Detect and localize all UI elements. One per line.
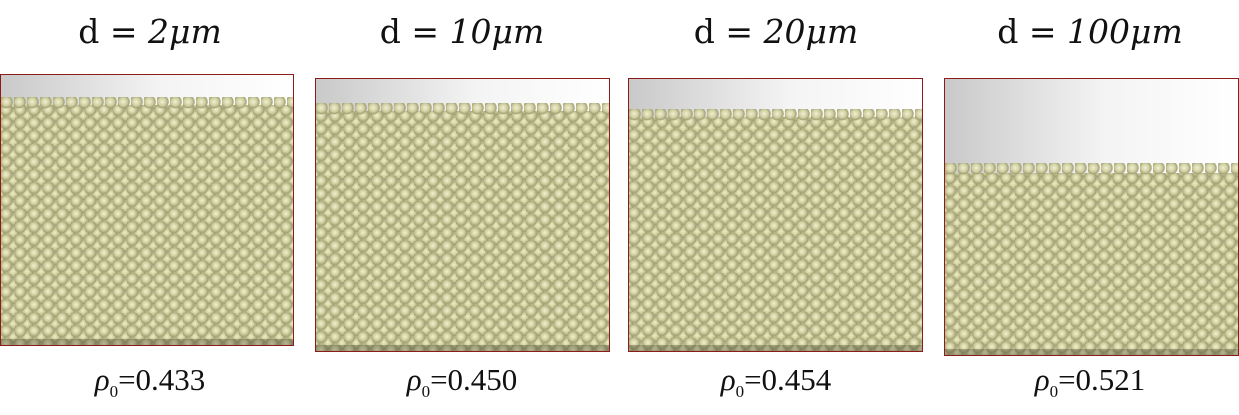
bed-base xyxy=(316,345,609,351)
density-subscript: 0 xyxy=(735,382,745,401)
particle-container xyxy=(628,78,923,352)
density-value: =0.454 xyxy=(744,362,832,397)
particle-container xyxy=(944,78,1239,356)
density-subscript: 0 xyxy=(421,382,431,401)
bed-base xyxy=(1,339,293,345)
particle-surface xyxy=(629,109,922,123)
panel-d100: d = 100μm ρ0=0.521 xyxy=(940,0,1239,415)
particle-bed xyxy=(629,117,922,351)
particle-surface xyxy=(945,163,1238,177)
density-symbol: ρ xyxy=(94,362,110,397)
panel-title: d = 20μm xyxy=(626,12,926,51)
packing-density-label: ρ0=0.454 xyxy=(626,362,926,402)
density-value: =0.521 xyxy=(1058,362,1146,397)
packing-density-label: ρ0=0.450 xyxy=(312,362,612,402)
particle-surface xyxy=(316,103,609,117)
density-symbol: ρ xyxy=(1034,362,1050,397)
bed-base xyxy=(945,349,1238,355)
particle-container xyxy=(315,78,610,352)
panel-d20: d = 20μm ρ0=0.454 xyxy=(626,0,926,415)
density-subscript: 0 xyxy=(109,382,119,401)
title-prefix: d = xyxy=(997,12,1068,51)
particle-container xyxy=(0,74,294,346)
density-subscript: 0 xyxy=(1049,382,1059,401)
density-value: =0.450 xyxy=(430,362,518,397)
panel-d10: d = 10μm ρ0=0.450 xyxy=(312,0,612,415)
panel-title: d = 2μm xyxy=(0,12,300,51)
title-prefix: d = xyxy=(379,12,450,51)
title-prefix: d = xyxy=(78,12,149,51)
title-value: 2μm xyxy=(148,12,222,51)
packing-density-label: ρ0=0.433 xyxy=(0,362,300,402)
density-symbol: ρ xyxy=(406,362,422,397)
title-value: 100μm xyxy=(1067,12,1183,51)
particle-surface xyxy=(1,97,293,111)
title-value: 20μm xyxy=(763,12,859,51)
panel-title: d = 10μm xyxy=(312,12,612,51)
density-symbol: ρ xyxy=(720,362,736,397)
particle-bed xyxy=(945,173,1238,355)
particle-bed xyxy=(1,105,293,345)
bed-base xyxy=(629,345,922,351)
density-value: =0.433 xyxy=(118,362,206,397)
packing-density-label: ρ0=0.521 xyxy=(940,362,1239,402)
particle-bed xyxy=(316,111,609,351)
title-value: 10μm xyxy=(449,12,545,51)
title-prefix: d = xyxy=(693,12,764,51)
panel-title: d = 100μm xyxy=(940,12,1239,51)
panel-d2: d = 2μm ρ0=0.433 xyxy=(0,0,300,415)
